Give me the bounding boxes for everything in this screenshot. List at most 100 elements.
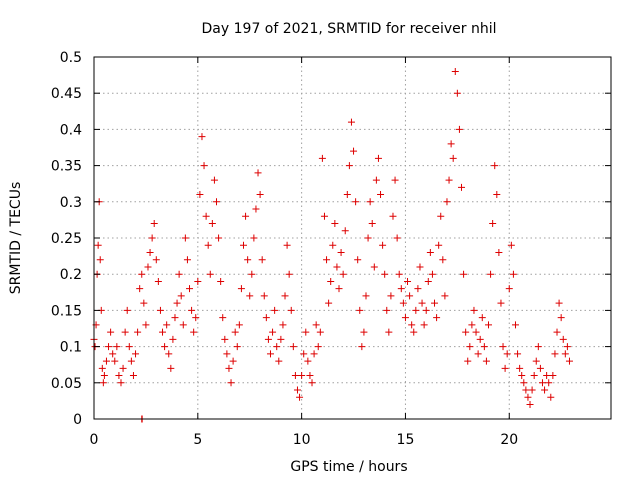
x-tick-label: 10 — [293, 432, 311, 448]
data-point — [391, 176, 399, 184]
data-point — [516, 364, 524, 372]
data-point — [536, 364, 544, 372]
data-point — [511, 321, 519, 329]
data-point — [320, 212, 328, 220]
data-point — [111, 357, 119, 365]
data-point — [414, 285, 422, 293]
data-point — [190, 328, 198, 336]
y-tick-label: 0.05 — [51, 376, 82, 392]
data-point — [269, 328, 277, 336]
data-point — [167, 364, 175, 372]
data-point — [480, 343, 488, 351]
data-point — [426, 248, 434, 256]
data-point — [327, 277, 335, 285]
data-point — [333, 263, 341, 271]
data-point — [476, 335, 484, 343]
data-point — [524, 393, 532, 401]
data-point — [237, 285, 245, 293]
data-point — [148, 234, 156, 242]
data-point — [377, 191, 385, 199]
data-point — [308, 379, 316, 387]
data-point — [559, 335, 567, 343]
data-point — [296, 393, 304, 401]
data-point — [281, 292, 289, 300]
data-point — [134, 328, 142, 336]
data-point — [275, 357, 283, 365]
data-point — [424, 277, 432, 285]
data-point — [138, 270, 146, 278]
x-axis-title: GPS time / hours — [290, 459, 407, 475]
data-point — [341, 227, 349, 235]
y-tick-label: 0.2 — [60, 267, 82, 283]
data-point — [335, 285, 343, 293]
x-tick-label: 0 — [90, 432, 99, 448]
data-point — [285, 270, 293, 278]
data-point — [318, 154, 326, 162]
data-point — [443, 198, 451, 206]
data-point — [188, 306, 196, 314]
data-point — [507, 241, 515, 249]
data-point — [487, 270, 495, 278]
data-point — [277, 335, 285, 343]
data-point — [364, 234, 372, 242]
data-point — [312, 321, 320, 329]
data-point — [300, 350, 308, 358]
data-point — [493, 191, 501, 199]
data-point — [258, 256, 266, 264]
data-point — [433, 314, 441, 322]
data-point — [107, 328, 115, 336]
data-point — [547, 393, 555, 401]
data-point — [235, 321, 243, 329]
data-point — [366, 198, 374, 206]
data-point — [447, 140, 455, 148]
data-point — [497, 299, 505, 307]
data-point — [100, 372, 108, 380]
y-tick-label: 0.45 — [51, 86, 82, 102]
data-point — [553, 328, 561, 336]
data-point — [368, 220, 376, 228]
data-point — [215, 234, 223, 242]
data-point — [439, 256, 447, 264]
x-tick-label: 5 — [193, 432, 202, 448]
data-point — [252, 205, 260, 213]
y-tick-label: 0 — [73, 412, 82, 428]
data-point — [173, 299, 181, 307]
data-point — [466, 343, 474, 351]
data-point — [482, 357, 490, 365]
data-point — [250, 234, 258, 242]
data-point — [194, 277, 202, 285]
data-point — [99, 379, 107, 387]
data-point — [509, 270, 517, 278]
data-point — [271, 306, 279, 314]
data-point — [458, 183, 466, 191]
data-point — [347, 118, 355, 126]
data-point — [291, 372, 299, 380]
data-points — [90, 67, 573, 423]
data-point — [117, 379, 125, 387]
y-tick-label: 0.1 — [60, 340, 82, 356]
data-point — [208, 220, 216, 228]
data-point — [115, 372, 123, 380]
data-point — [239, 241, 247, 249]
y-tick-label: 0.25 — [51, 231, 82, 247]
y-tick-label: 0.5 — [60, 50, 82, 66]
data-point — [150, 220, 158, 228]
data-point — [177, 292, 185, 300]
data-point — [210, 176, 218, 184]
data-point — [453, 89, 461, 97]
data-point — [192, 314, 200, 322]
data-point — [127, 357, 135, 365]
data-point — [431, 299, 439, 307]
data-point — [532, 357, 540, 365]
data-point — [159, 328, 167, 336]
y-tick-label: 0.4 — [60, 122, 82, 138]
data-point — [156, 306, 164, 314]
data-point — [339, 270, 347, 278]
data-point — [362, 292, 370, 300]
data-point — [370, 263, 378, 271]
data-point — [408, 321, 416, 329]
data-point — [146, 248, 154, 256]
data-point — [503, 350, 511, 358]
data-point — [264, 335, 272, 343]
data-point — [478, 314, 486, 322]
